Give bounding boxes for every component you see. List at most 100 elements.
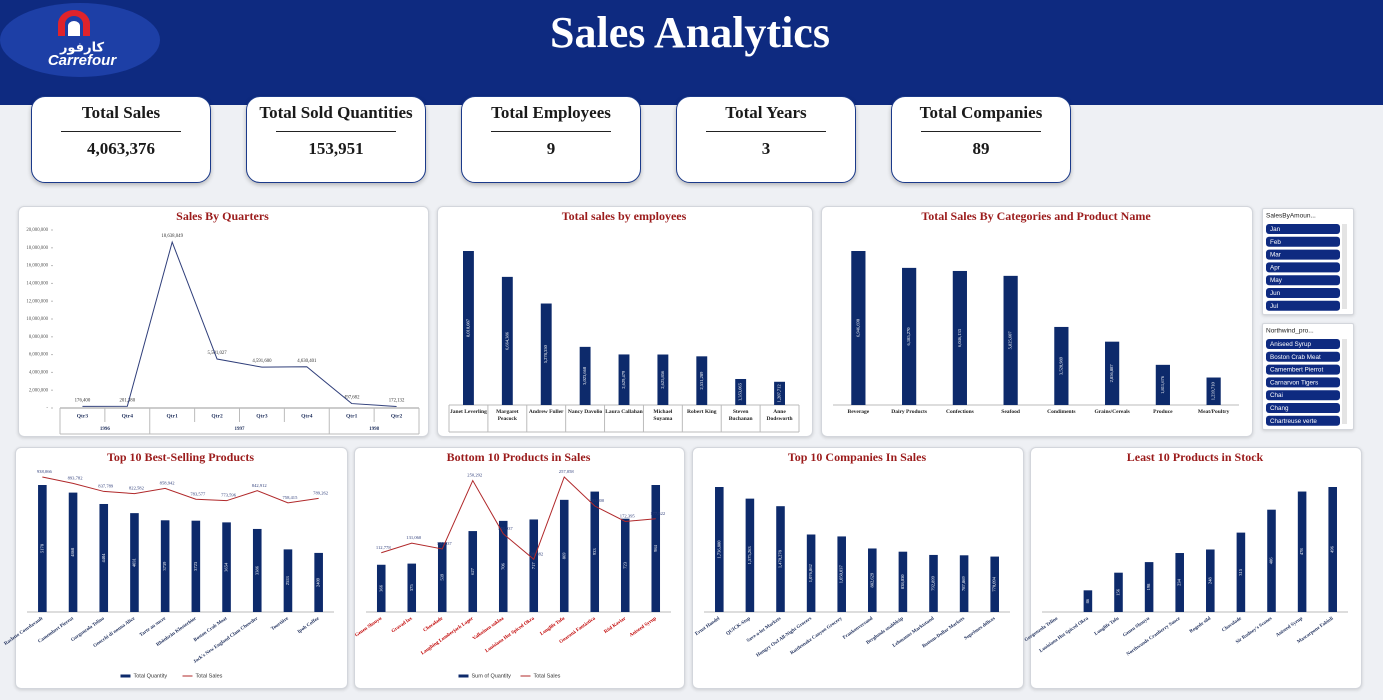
kpi-label: Total Companies	[919, 103, 1043, 122]
bar-value-label: 1,736,880	[716, 540, 722, 559]
x-tick-label: Longlife Tofu	[1094, 616, 1121, 637]
bar	[314, 552, 323, 612]
slicer-item[interactable]	[1266, 364, 1340, 375]
slicer-title: Northwind_pro...	[1266, 328, 1314, 335]
x-tick-label: Qtr4	[122, 413, 134, 419]
bar-value-label: 627	[470, 567, 475, 575]
x-tick-label: Aniseed Syrup	[1275, 616, 1304, 638]
slicer-item[interactable]	[1266, 351, 1340, 362]
bar	[657, 354, 669, 405]
slicer-item[interactable]	[1266, 236, 1340, 247]
bar-value-label: 3386	[254, 565, 259, 575]
x-tick-label: Laura Callahan	[605, 409, 643, 415]
slicer-item-label[interactable]: Chang	[1270, 405, 1289, 412]
bar-value-label: 723	[622, 561, 627, 569]
slicer-item[interactable]	[1266, 415, 1340, 426]
slicer-item[interactable]	[1266, 403, 1340, 413]
page-title: Sales Analytics	[550, 8, 830, 57]
bar	[806, 534, 816, 612]
bar	[463, 251, 474, 405]
kpi-label: Total Years	[725, 103, 807, 122]
bar	[776, 506, 785, 612]
bar-value-label: 3723	[193, 561, 198, 571]
slicer-item[interactable]	[1266, 275, 1340, 286]
bar	[868, 548, 877, 612]
slicer-item-label[interactable]: Jul	[1270, 303, 1278, 310]
slicer-item[interactable]	[1266, 288, 1340, 298]
kpi-card: Total Sales 4,063,376	[31, 96, 211, 183]
slicer-item-label[interactable]: May	[1270, 277, 1283, 284]
bar-value-label: 4868	[70, 547, 75, 557]
slicer-item[interactable]	[1266, 390, 1340, 401]
slicer-item-label[interactable]: Apr	[1270, 264, 1280, 271]
bar-value-label: 234	[1177, 578, 1182, 586]
data-label: 822,582	[129, 486, 145, 492]
bar-value-label: 315	[1238, 568, 1243, 576]
bar	[1297, 491, 1307, 612]
bar	[1236, 532, 1246, 612]
bar-value-label: 2553	[285, 575, 290, 585]
bar-value-label: 478	[1299, 548, 1304, 556]
bar	[529, 519, 539, 612]
bar-value-label: 984	[653, 544, 658, 552]
x-tick-label: Andrew Fuller	[528, 409, 564, 415]
line	[42, 476, 319, 504]
slicer-item-label[interactable]: Carnarvon Tigers	[1270, 379, 1318, 386]
bar	[952, 270, 967, 405]
slicer-item-label[interactable]: Chartreuse verte	[1270, 418, 1317, 425]
bar-value-label: 1,353,065	[738, 382, 744, 401]
slicer-item[interactable]	[1266, 377, 1340, 388]
slicer-item-label[interactable]: Aniseed Syrup	[1270, 341, 1311, 348]
header	[0, 0, 1383, 105]
bar-value-label: 366	[378, 584, 383, 592]
slicer-item-label[interactable]: Chai	[1270, 392, 1283, 399]
kpi-value: 3	[761, 139, 771, 158]
y-tick-label: 14,000,000	[26, 281, 48, 286]
slicer-item-label[interactable]: Boston Crab Meat	[1270, 354, 1321, 361]
x-group-label: 1996	[100, 427, 111, 432]
bar-value-label: 86	[1085, 598, 1090, 603]
x-tick-label: Rogede sild	[1189, 616, 1212, 634]
data-label: 938,066	[37, 469, 53, 475]
x-tick-label: Steven Buchanan	[728, 409, 753, 423]
bar-value-label: 717	[531, 562, 536, 570]
bar-value-label: 1,811,676	[1160, 375, 1166, 394]
kpi-card: Total Employees 9	[461, 96, 641, 183]
data-label: 5,501,027	[207, 351, 227, 356]
kpi-card: Total Years 3	[676, 96, 856, 183]
x-tick-label: Louisiana Hot Spiced Okra	[1039, 616, 1090, 654]
slicer-item[interactable]	[1266, 249, 1340, 260]
bar	[283, 549, 293, 612]
data-label: 18,638,049	[161, 234, 183, 239]
bar	[191, 520, 201, 612]
x-tick-label: Chocolade	[1221, 616, 1243, 633]
bar	[590, 491, 600, 612]
slicer-item[interactable]	[1266, 224, 1340, 234]
bar	[99, 503, 109, 612]
slicer-item[interactable]	[1266, 339, 1340, 349]
y-tick-label: 2,000,000	[29, 388, 49, 393]
slicer-item-label[interactable]: Jan	[1270, 226, 1281, 233]
scrollbar	[1342, 224, 1347, 309]
data-label: 201,800	[589, 498, 605, 504]
slicer-item-label[interactable]: Mar	[1270, 252, 1281, 259]
x-tick-label: Gravad lax	[391, 616, 414, 634]
bar	[437, 542, 447, 612]
kpi-value: 9	[546, 139, 556, 158]
bar	[696, 356, 708, 405]
bar-value-label: 1,239,710	[1211, 382, 1217, 401]
bar-value-label: 2,856,887	[1109, 364, 1115, 383]
bar-value-label: 248	[1207, 577, 1212, 585]
slicer-item[interactable]	[1266, 300, 1340, 311]
slicer-item-label[interactable]: Feb	[1270, 239, 1281, 246]
slicer-item[interactable]	[1266, 262, 1340, 273]
slicer-item-label[interactable]: Jun	[1270, 290, 1281, 297]
bar	[1144, 562, 1154, 612]
x-tick-label: Longlife Tofu	[540, 616, 567, 637]
x-tick-label: Margaret Peacock	[496, 409, 519, 423]
y-tick-label: 18,000,000	[26, 246, 48, 251]
bar	[959, 555, 969, 612]
bar-value-label: 2,629,479	[621, 370, 627, 389]
slicer-item-label[interactable]: Camembert Pierrot	[1270, 367, 1323, 374]
